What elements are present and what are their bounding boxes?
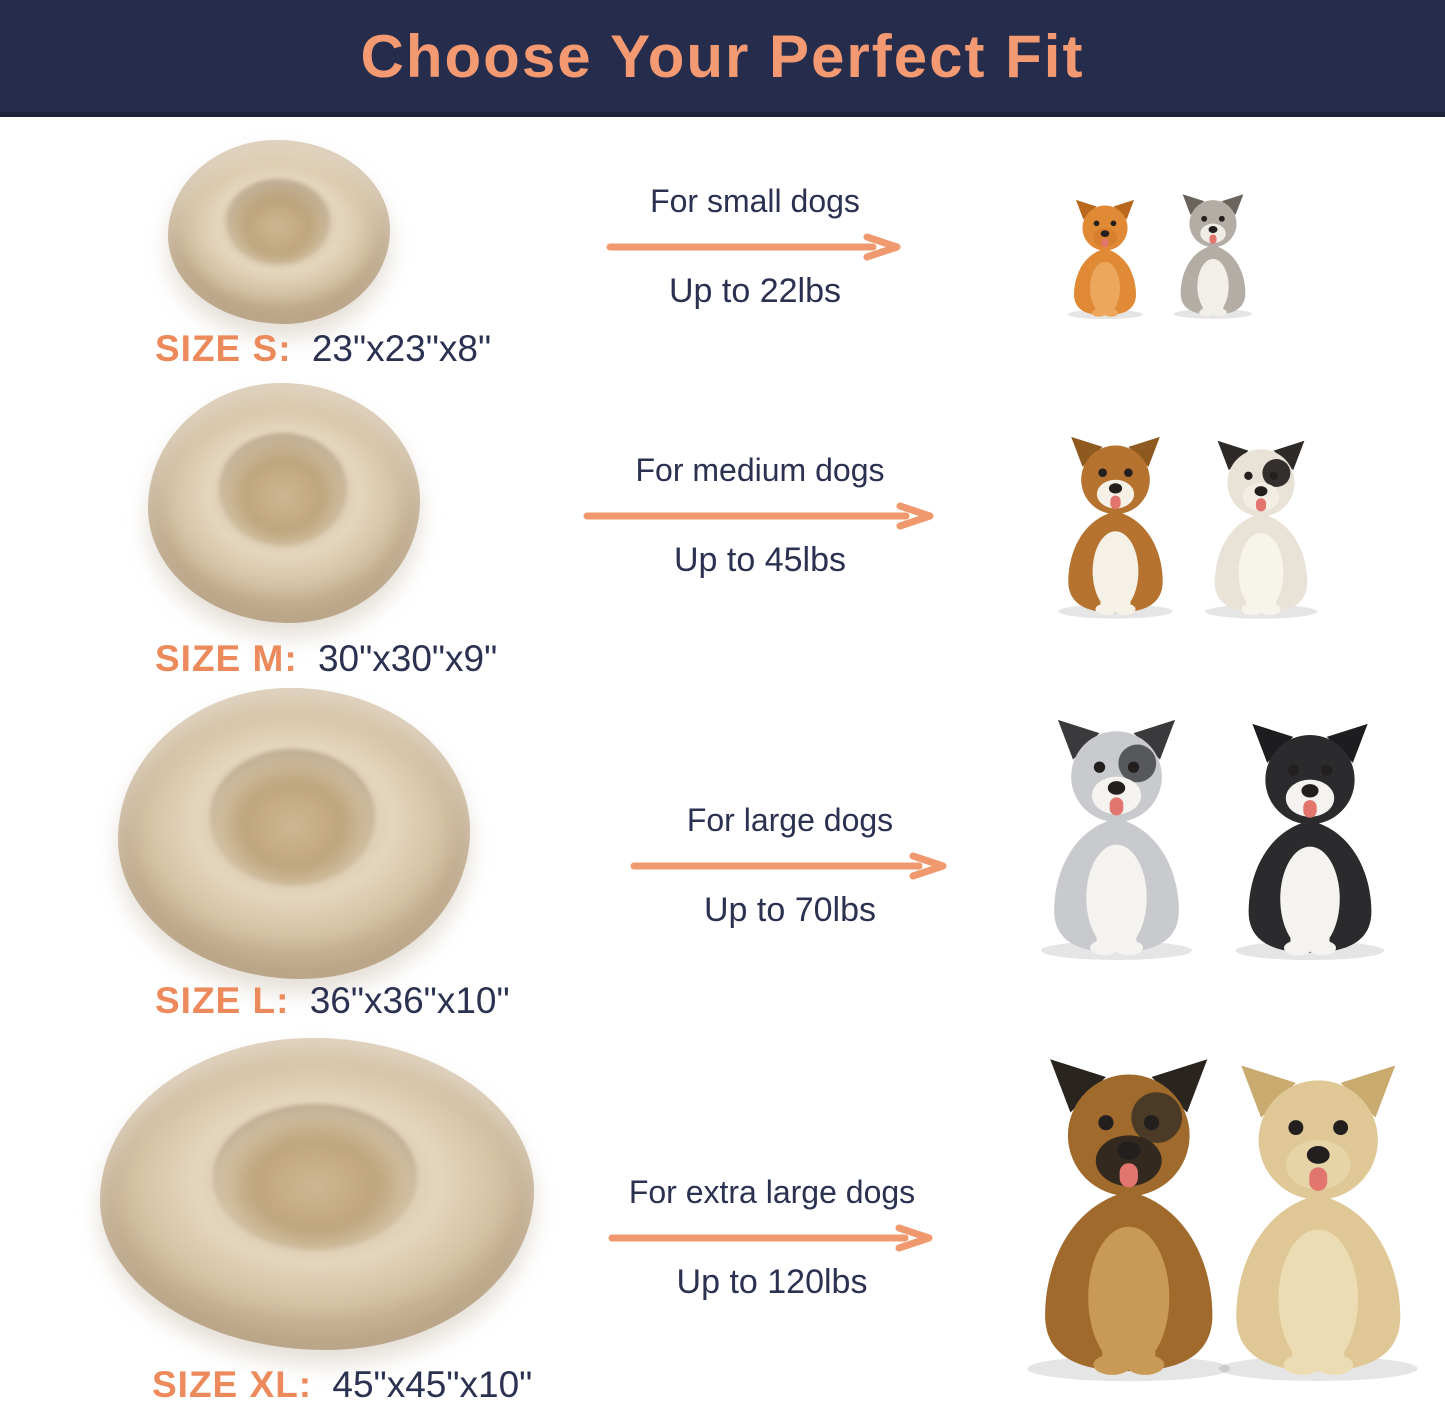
donut-bed-photo-large <box>118 688 470 979</box>
size-tag: SIZE L: <box>155 980 290 1021</box>
bed-hole <box>218 433 347 547</box>
right-arrow-icon <box>630 852 947 880</box>
size-dimensions: 30"x30"x9" <box>317 638 498 679</box>
size-label-extra-large: SIZE XL: 45"x45"x10" <box>152 1364 532 1406</box>
right-arrow-icon <box>608 1224 933 1252</box>
size-dimensions: 36"x36"x10" <box>309 980 510 1021</box>
donut-bed-photo-medium <box>148 383 420 623</box>
size-tag: SIZE S: <box>155 328 292 369</box>
page-title: Choose Your Perfect Fit <box>360 22 1085 90</box>
french-bulldog-dog-image <box>1191 438 1331 620</box>
bed-hole <box>225 178 331 266</box>
size-tag: SIZE XL: <box>152 1364 313 1405</box>
size-label-small: SIZE S: 23"x23"x8" <box>155 328 491 370</box>
pomeranian-dog-image <box>1058 198 1152 320</box>
dog-photos-extra-large <box>1002 1008 1442 1384</box>
weight-text: Up to 120lbs <box>676 1263 868 1301</box>
size-tag: SIZE M: <box>155 638 298 679</box>
audience-text: For medium dogs <box>635 452 885 488</box>
fit-info-large: For large dogs Up to 70lbs <box>620 802 960 930</box>
dog-photos-small <box>1058 182 1270 320</box>
right-arrow-icon <box>606 233 901 261</box>
size-label-large: SIZE L: 36"x36"x10" <box>155 980 510 1022</box>
weight-text: Up to 70lbs <box>704 891 876 929</box>
donut-bed-photo-small <box>168 140 390 324</box>
audience-text: For small dogs <box>650 183 860 219</box>
australian-shepherd-dog-image <box>1022 716 1211 962</box>
beagle-dog-image <box>1044 434 1187 620</box>
bed-hole <box>209 749 375 886</box>
weight-text: Up to 45lbs <box>674 541 846 579</box>
header-banner: Choose Your Perfect Fit <box>0 0 1445 117</box>
donut-bed-photo-extra-large <box>100 1038 534 1350</box>
dog-photos-large <box>1022 706 1406 962</box>
audience-text: For extra large dogs <box>628 1174 916 1210</box>
fit-info-medium: For medium dogs Up to 45lbs <box>570 452 950 580</box>
dog-photos-medium <box>1044 424 1334 620</box>
golden-retriever-dog-image <box>1194 1060 1443 1384</box>
border-collie-dog-image <box>1217 720 1403 962</box>
size-dimensions: 23"x23"x8" <box>311 328 492 369</box>
bed-hole <box>212 1103 417 1251</box>
right-arrow-icon <box>583 502 934 530</box>
size-label-medium: SIZE M: 30"x30"x9" <box>155 638 497 680</box>
fit-info-small: For small dogs Up to 22lbs <box>596 183 914 311</box>
audience-text: For large dogs <box>686 802 894 838</box>
biewer-terrier-dog-image <box>1164 192 1262 320</box>
fit-info-extra-large: For extra large dogs Up to 120lbs <box>578 1174 966 1302</box>
weight-text: Up to 22lbs <box>669 272 841 310</box>
size-dimensions: 45"x45"x10" <box>332 1364 533 1405</box>
